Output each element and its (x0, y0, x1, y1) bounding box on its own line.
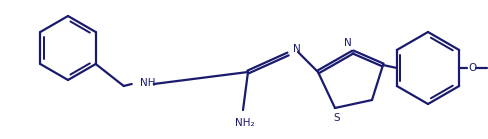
Text: O: O (467, 63, 475, 73)
Text: S: S (333, 113, 340, 123)
Text: N: N (292, 44, 300, 54)
Text: NH: NH (140, 78, 155, 88)
Text: NH₂: NH₂ (235, 118, 254, 128)
Text: N: N (344, 38, 351, 48)
